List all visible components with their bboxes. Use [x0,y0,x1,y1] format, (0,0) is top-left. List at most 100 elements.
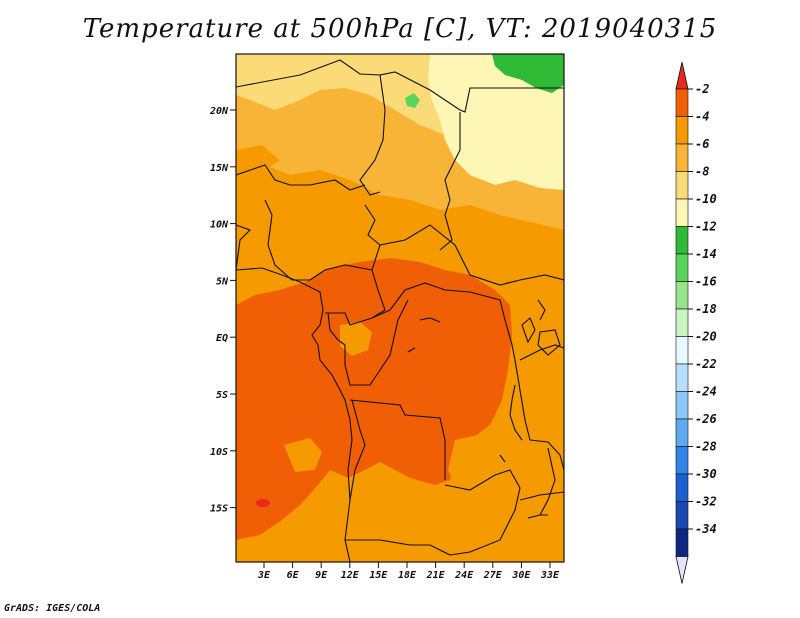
border-uganda-ssudan [537,299,546,321]
legend-swatch [675,336,689,365]
lake-tanganyika [509,384,523,441]
legend-swatch [675,253,689,282]
color-legend: -2 -4 -6 -8 -10 -12 -14 -16 -18 -20 -22 -24 -26 -28 -3… [675,61,717,584]
border-zimbabwe [519,491,564,501]
lake-mweru [499,454,506,463]
lon-tick-label: 30E [511,570,531,581]
temperature-field [236,54,564,562]
border-tanzania [529,439,564,471]
lat-tick-label: EQ [216,333,228,344]
lake-victoria [537,329,561,356]
border-cameroon-car [309,264,373,281]
temp-band-minus14-ne [492,54,564,93]
border-namibia [345,539,451,556]
legend-swatch [675,473,689,502]
credit-label: GrADS: IGES/COLA [4,603,101,614]
river-fragment-b [407,347,416,353]
legend-swatch [675,363,689,392]
temp-patch-minus6-d [236,145,280,175]
lon-tick-label: 21E [426,570,446,581]
river-fragment-a [419,317,441,323]
lat-tick-label: 20N [209,106,229,117]
legend-label: -26 [695,412,717,426]
map-frame [235,53,565,563]
legend-bottom-arrow [675,556,689,584]
legend-swatch [675,171,689,200]
lon-tick-label: 27E [483,570,503,581]
lat-tick-label: 10S [210,447,228,458]
lat-tick-label: 15N [210,163,229,174]
map-title: Temperature at 500hPa [C], VT: 201904031… [82,14,718,44]
legend-swatch [675,281,689,310]
legend-swatch [675,391,689,420]
border-egypt-sudan [459,87,564,113]
legend-label: -14 [695,247,717,261]
country-borders [236,59,564,562]
border-chad-sudan [439,112,461,251]
lon-tick-label: 12E [341,570,360,581]
legend-label: -24 [695,385,717,399]
temp-band-minus14-spot [405,93,420,108]
border-cameroon [364,204,386,319]
lat-tick-label: 5S [216,390,228,401]
coastline-west [236,224,353,501]
legend-label: -28 [695,440,717,454]
border-zambia [444,469,521,556]
temp-patch-minus6-c [284,438,322,472]
border-angola-north [349,399,446,480]
legend-label: -30 [695,467,717,481]
lon-tick-label: 3E [257,570,271,581]
lake-kariba [527,514,548,519]
legend-swatch [675,446,689,475]
longitude-axis: 3E 6E 9E 12E 15E 18E 21E 24E 27E 30E 33E [257,562,560,581]
lon-tick-label: 15E [369,570,388,581]
legend-swatch [675,116,689,145]
legend-swatch [675,198,689,227]
temp-band-minus2-spot [256,499,270,507]
legend-label: -18 [695,302,717,316]
temp-patch-minus6-b [448,430,535,505]
lon-tick-label: 24E [454,570,474,581]
border-sahara [236,59,461,111]
border-chad-west [359,74,386,196]
legend-swatch [675,418,689,447]
legend-label: -16 [695,275,717,289]
border-congo-north [325,282,501,326]
legend-label: -10 [695,192,717,206]
border-car-south-sudan [379,224,564,286]
legend-label: -2 [695,82,709,96]
lon-tick-label: 9E [315,570,328,581]
border-congo [344,299,409,386]
border-gabon [327,312,346,346]
border-drc-east [499,299,531,441]
legend-top-arrow [675,61,689,90]
border-malawi [539,447,556,516]
border-uganda-kenya [519,344,564,361]
legend-label: -4 [695,110,709,124]
lon-tick-label: 6E [287,570,300,581]
legend-label: -22 [695,357,717,371]
legend-label: -34 [695,522,717,536]
legend-label: -20 [695,330,717,344]
legend-swatch [675,88,689,117]
legend-swatch [675,308,689,337]
lat-tick-label: 5N [216,276,229,287]
legend-swatch [675,501,689,530]
legend-label: -12 [695,220,717,234]
legend-swatch [675,143,689,172]
lon-tick-label: 33E [540,570,560,581]
legend-label: -6 [695,137,709,151]
border-niger-nigeria [236,164,366,191]
lake-albert [521,317,536,344]
legend-swatch [675,226,689,255]
lon-tick-label: 18E [398,570,417,581]
lat-tick-label: 10N [210,220,229,231]
legend-swatch [675,528,689,557]
latitude-axis: 20N 15N 10N 5N EQ 5S 10S 15S [209,106,236,515]
legend-label: -32 [695,495,717,509]
lat-tick-label: 15S [210,504,228,515]
legend-label: -8 [695,165,709,179]
temp-patch-minus6-a [340,322,372,356]
